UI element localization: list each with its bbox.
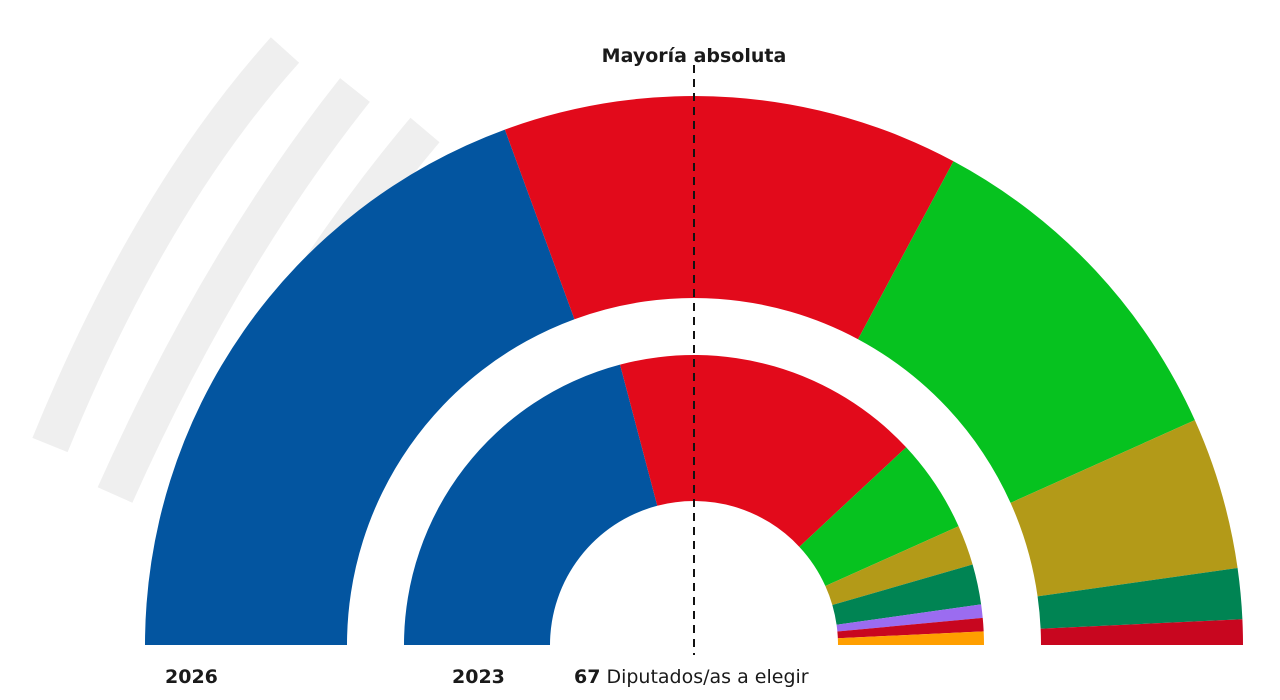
seat-segment <box>825 526 973 606</box>
rings <box>145 95 1243 646</box>
ring-label: 2023 <box>452 666 505 688</box>
seat-segment <box>837 617 984 639</box>
total-label: Diputados/as a elegir <box>606 666 808 688</box>
ring-label: 2026 <box>165 666 218 688</box>
seat-segment <box>504 95 954 340</box>
seat-segment <box>404 364 658 645</box>
seat-segment <box>145 129 575 646</box>
seat-segment <box>836 604 983 632</box>
seat-segment <box>858 161 1195 503</box>
seat-segment <box>832 564 982 625</box>
majority-label: Mayoría absoluta <box>602 45 787 67</box>
stripe <box>97 78 370 503</box>
total: 67 <box>574 666 600 688</box>
seat-segment <box>620 354 907 547</box>
seat-segment <box>799 447 959 587</box>
seat-segment <box>837 631 984 645</box>
total-text: 67 Diputados/as a elegir <box>574 666 809 688</box>
seat-segment <box>1040 619 1243 645</box>
stripe <box>32 37 300 453</box>
seat-segment <box>1010 420 1238 597</box>
seat-segment <box>1037 568 1243 629</box>
